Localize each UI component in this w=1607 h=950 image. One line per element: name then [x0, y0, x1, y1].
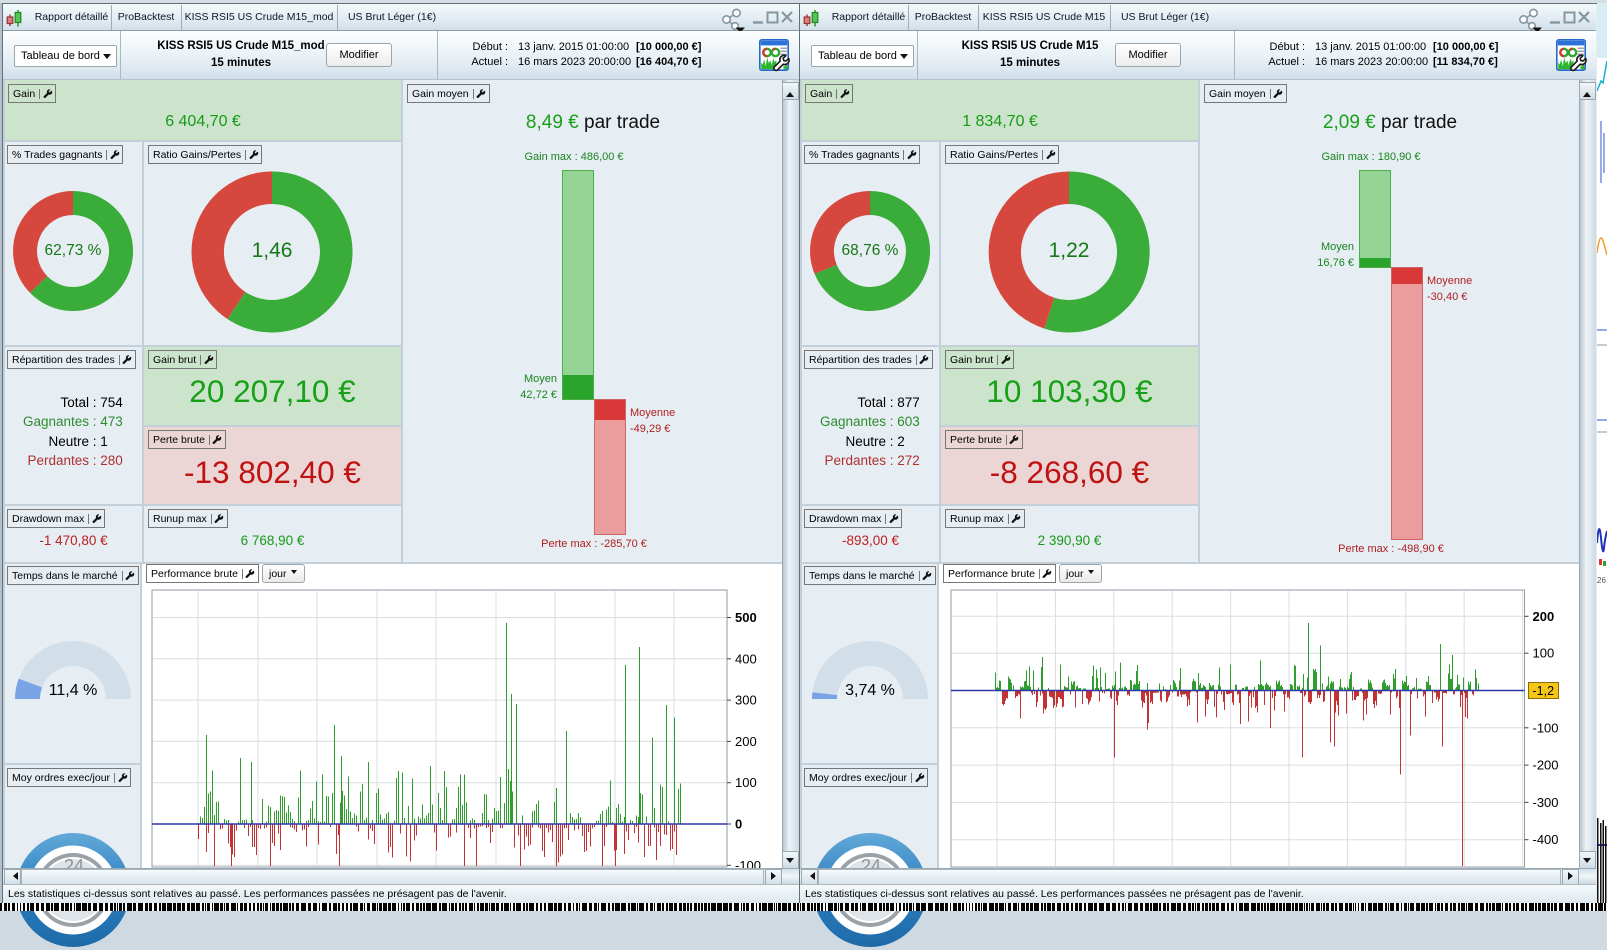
svg-text:26: 26: [1597, 576, 1606, 585]
svg-text:300: 300: [735, 693, 757, 708]
svg-text:100: 100: [735, 775, 757, 790]
svg-text:-100: -100: [735, 858, 761, 868]
svg-text:400: 400: [735, 651, 757, 666]
svg-text:-1,2: -1,2: [1533, 684, 1555, 698]
svg-text:500: 500: [735, 610, 757, 625]
svg-text:0: 0: [735, 817, 742, 832]
svg-text:-400: -400: [1533, 832, 1559, 847]
svg-text:200: 200: [1533, 609, 1555, 624]
svg-text:-300: -300: [1533, 795, 1559, 810]
svg-text:100: 100: [1533, 646, 1555, 661]
svg-text:-100: -100: [1533, 720, 1559, 735]
svg-text:200: 200: [735, 734, 757, 749]
svg-text:-200: -200: [1533, 758, 1559, 773]
